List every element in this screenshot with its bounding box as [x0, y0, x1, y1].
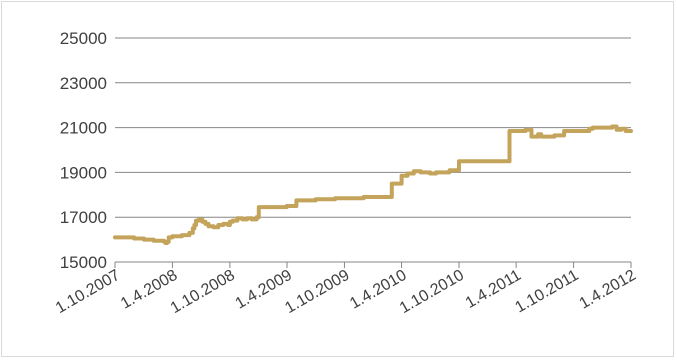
y-axis-tick-label: 23000 [60, 74, 107, 93]
y-axis-tick-label: 19000 [60, 163, 107, 182]
x-axis-tick-label: 1.10.2008 [168, 267, 238, 317]
y-axis-tick-label: 15000 [60, 253, 107, 272]
x-axis-tick-label: 1.4.2012 [577, 267, 640, 313]
x-axis-tick-label: 1.10.2007 [53, 267, 123, 317]
gridlines [115, 37, 631, 218]
x-axis-tick-label: 1.10.2009 [282, 267, 352, 317]
y-axis-tick-labels: 15000 17000 19000 21000 23000 25000 [60, 29, 107, 272]
chart-frame: 15000 17000 19000 21000 23000 25000 1.10.2007… [1, 1, 674, 357]
x-axis-tick-label: 1.10.2011 [512, 267, 581, 317]
series-line [113, 124, 633, 245]
x-axis-tick-labels: 1.10.20071.4.20081.10.20081.4.20091.10.2… [53, 267, 639, 317]
line-chart: 15000 17000 19000 21000 23000 25000 1.10.2007… [53, 29, 639, 317]
y-axis-tick-label: 21000 [60, 119, 107, 138]
y-axis-tick-label: 25000 [60, 29, 107, 48]
y-axis-tick-label: 17000 [60, 208, 107, 227]
x-axis [114, 261, 632, 268]
series-layer [113, 124, 633, 245]
x-axis-tick-label: 1.10.2010 [397, 267, 467, 317]
